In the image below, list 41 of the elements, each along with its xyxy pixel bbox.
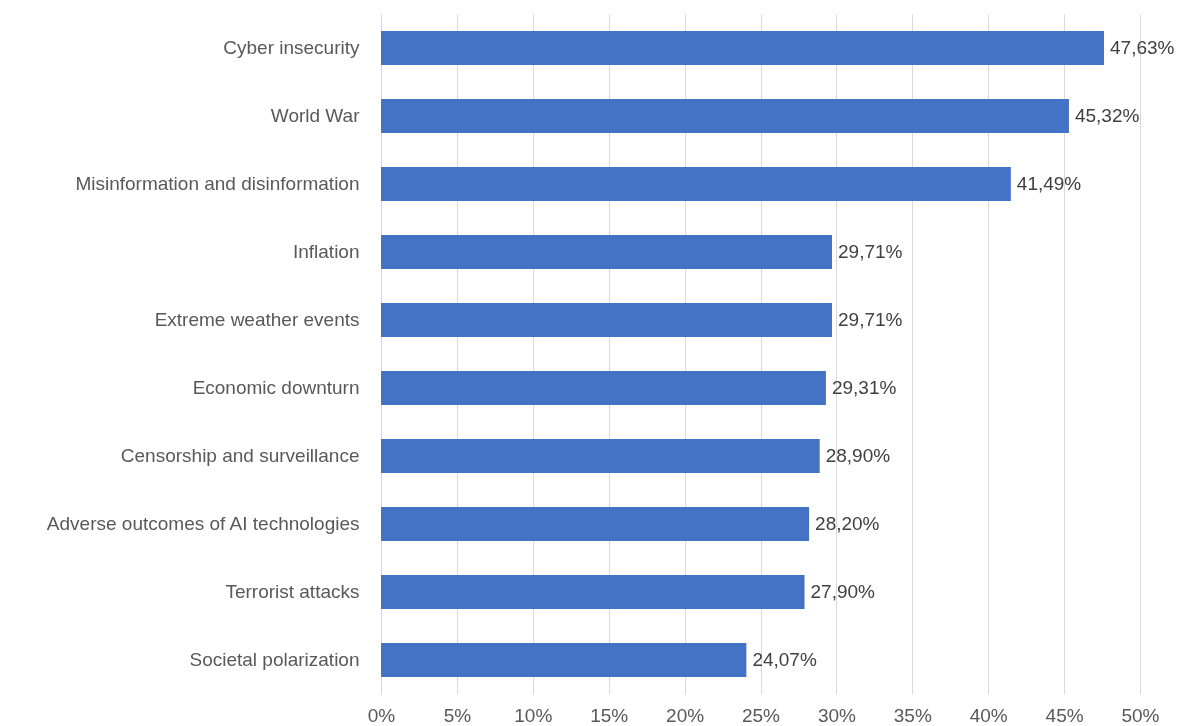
bar — [381, 371, 826, 405]
data-label: 41,49% — [1016, 173, 1082, 194]
x-tick-label: 25% — [741, 704, 781, 726]
y-tick-label: Terrorist attacks — [225, 581, 360, 602]
data-label: 24,07% — [752, 649, 817, 670]
bar — [381, 643, 747, 677]
x-tick-label: 35% — [893, 704, 932, 726]
data-label: 28,20% — [815, 513, 880, 534]
y-tick-label: Misinformation and disinformation — [75, 173, 360, 194]
y-tick-label: Adverse outcomes of AI technologies — [46, 513, 360, 534]
data-label: 29,71% — [838, 309, 903, 330]
x-tick-label: 30% — [817, 704, 857, 726]
data-label: 29,31% — [831, 377, 897, 398]
x-tick-label: 45% — [1045, 704, 1084, 726]
data-label: 29,71% — [838, 241, 903, 262]
x-tick-label: 0% — [367, 704, 396, 726]
y-tick-label: Censorship and surveillance — [120, 445, 360, 466]
bar — [381, 99, 1069, 133]
bar — [381, 303, 832, 337]
y-tick-label: World War — [270, 105, 361, 126]
y-tick-label: Societal polarization — [189, 649, 360, 670]
y-tick-label: Inflation — [292, 241, 360, 262]
data-label: 27,90% — [810, 581, 876, 602]
bar — [381, 235, 832, 269]
bar — [381, 575, 805, 609]
x-tick-label: 40% — [969, 704, 1008, 726]
bar — [381, 507, 810, 541]
y-tick-label: Economic downturn — [192, 377, 360, 398]
x-tick-label: 50% — [1121, 704, 1160, 726]
y-tick-label: Cyber insecurity — [223, 37, 360, 58]
bar — [381, 167, 1011, 201]
data-label: 47,63% — [1110, 37, 1175, 58]
bar — [381, 31, 1105, 65]
x-tick-label: 20% — [666, 704, 705, 726]
x-tick-label: 15% — [590, 704, 629, 726]
bar — [381, 439, 820, 473]
data-label: 45,32% — [1074, 105, 1140, 126]
y-tick-label: Extreme weather events — [154, 309, 360, 330]
data-label: 28,90% — [825, 445, 891, 466]
x-tick-label: 10% — [514, 704, 553, 726]
x-tick-label: 5% — [443, 704, 472, 726]
